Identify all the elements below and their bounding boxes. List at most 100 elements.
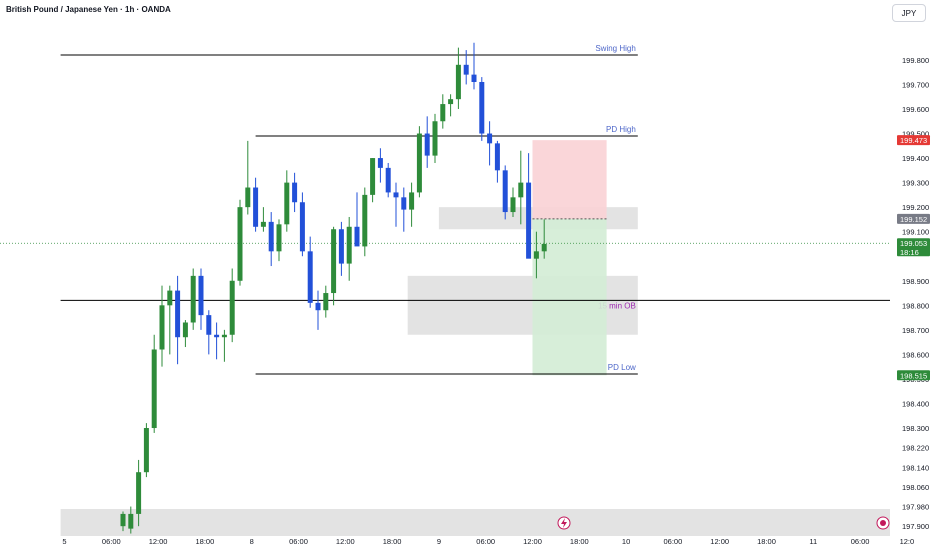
bull-candle	[182, 322, 188, 338]
time-tick-label: 18:00	[570, 537, 589, 546]
time-tick-label: 12:00	[710, 537, 729, 546]
time-tick-label: 12:0	[900, 537, 915, 546]
ob-zone-label: 15 min OB	[598, 301, 636, 310]
bull-candle	[346, 226, 352, 264]
chart-title: British Pound / Japanese Yen · 1h · OAND…	[6, 5, 171, 14]
price-tick-label: 199.800	[902, 56, 929, 65]
time-tick-label: 18:00	[383, 537, 402, 546]
bear-candle	[479, 81, 485, 134]
bear-candle	[214, 334, 220, 338]
target-zone	[532, 218, 607, 376]
price-tick-label: 198.400	[902, 399, 929, 408]
time-tick-label: 06:00	[476, 537, 495, 546]
bear-candle	[268, 221, 274, 252]
bull-candle	[128, 513, 134, 529]
bear-candle	[307, 251, 313, 303]
bull-candle	[159, 305, 165, 350]
bull-candle	[370, 158, 376, 195]
level-label: Swing High	[595, 44, 635, 53]
bull-candle	[440, 104, 446, 122]
bear-candle	[198, 275, 204, 316]
bull-candle	[331, 229, 337, 294]
bear-candle	[175, 290, 181, 338]
price-tick-label: 199.600	[902, 105, 929, 114]
price-tick-label: 199.700	[902, 80, 929, 89]
time-tick-label: 18:00	[757, 537, 776, 546]
icons-layer	[557, 516, 890, 530]
bear-candle	[385, 167, 391, 193]
bull-candle	[416, 133, 422, 193]
bear-candle	[299, 202, 305, 252]
price-tick-label: 198.300	[902, 424, 929, 433]
bear-candle	[401, 197, 407, 210]
bull-candle	[510, 197, 516, 213]
bull-candle	[455, 64, 461, 100]
time-tick-label: 9	[437, 537, 441, 546]
price-tick-label: 198.600	[902, 350, 929, 359]
bull-candle	[143, 428, 149, 473]
bear-candle	[292, 182, 298, 203]
bear-candle	[463, 64, 469, 75]
bull-candle	[120, 513, 126, 527]
bull-candle	[541, 243, 547, 252]
bear-candle	[526, 182, 532, 259]
time-tick-label: 06:00	[664, 537, 683, 546]
bull-candle	[323, 293, 329, 311]
bear-candle	[393, 192, 399, 198]
stop-zone	[532, 140, 607, 219]
time-tick-label: 06:00	[851, 537, 870, 546]
price-tick-label: 198.060	[902, 483, 929, 492]
price-tick-label: 198.800	[902, 301, 929, 310]
price-tick-label: 197.900	[902, 522, 929, 531]
time-tick-label: 12:00	[149, 537, 168, 546]
bear-candle	[253, 187, 259, 227]
bull-candle	[221, 334, 227, 338]
bull-candle	[151, 349, 157, 429]
bear-candle	[494, 143, 500, 171]
bull-candle	[432, 121, 438, 156]
time-tick-label: 5	[62, 537, 66, 546]
level-label: PD High	[606, 125, 636, 134]
bull-candle	[229, 280, 235, 335]
price-tag-label: 198.515	[900, 371, 927, 380]
bull-candle	[260, 221, 266, 227]
price-tag-box	[897, 213, 930, 224]
price-tag-label: 199.053	[900, 239, 927, 248]
bear-candle	[424, 133, 430, 156]
bull-candle	[136, 472, 142, 514]
countdown-label: 18:16	[900, 248, 919, 257]
bull-candle	[276, 224, 282, 252]
price-tag-box	[897, 370, 930, 381]
time-tick-label: 06:00	[289, 537, 308, 546]
price-axis[interactable]: 199.800 199.700 199.600 199.500 199.400 199.3…	[897, 56, 930, 531]
time-tick-label: 12:00	[523, 537, 542, 546]
price-tag-box	[897, 238, 930, 257]
bull-candle	[362, 194, 368, 247]
economic-event-icon[interactable]	[876, 516, 890, 530]
bear-candle	[502, 170, 508, 213]
time-tick-label: 10	[622, 537, 630, 546]
bull-candle	[533, 251, 539, 259]
bear-candle	[377, 158, 383, 168]
bear-candle	[354, 226, 360, 247]
bull-candle	[167, 290, 173, 306]
bull-candle	[237, 207, 243, 281]
time-axis[interactable]: 5 06:00 12:00 18:00 8 06:00 12:00 18:00 9 06:00 12…	[62, 537, 914, 546]
bull-candle	[448, 99, 454, 105]
bear-candle	[315, 302, 321, 311]
price-tag-label: 199.473	[900, 136, 927, 145]
price-tag-label: 199.152	[900, 215, 927, 224]
currency-button[interactable]: JPY	[892, 4, 926, 22]
time-tick-label: 12:00	[336, 537, 355, 546]
price-tick-label: 199.500	[902, 130, 929, 139]
bear-candle	[471, 74, 477, 82]
ob-zone	[60, 509, 891, 536]
bear-candle	[338, 229, 344, 264]
lightning-event-icon[interactable]	[557, 516, 571, 530]
price-tick-label: 198.140	[902, 463, 929, 472]
price-tag-box	[897, 135, 930, 146]
time-tick-label: 11	[809, 537, 817, 546]
price-tick-label: 199.200	[902, 203, 929, 212]
